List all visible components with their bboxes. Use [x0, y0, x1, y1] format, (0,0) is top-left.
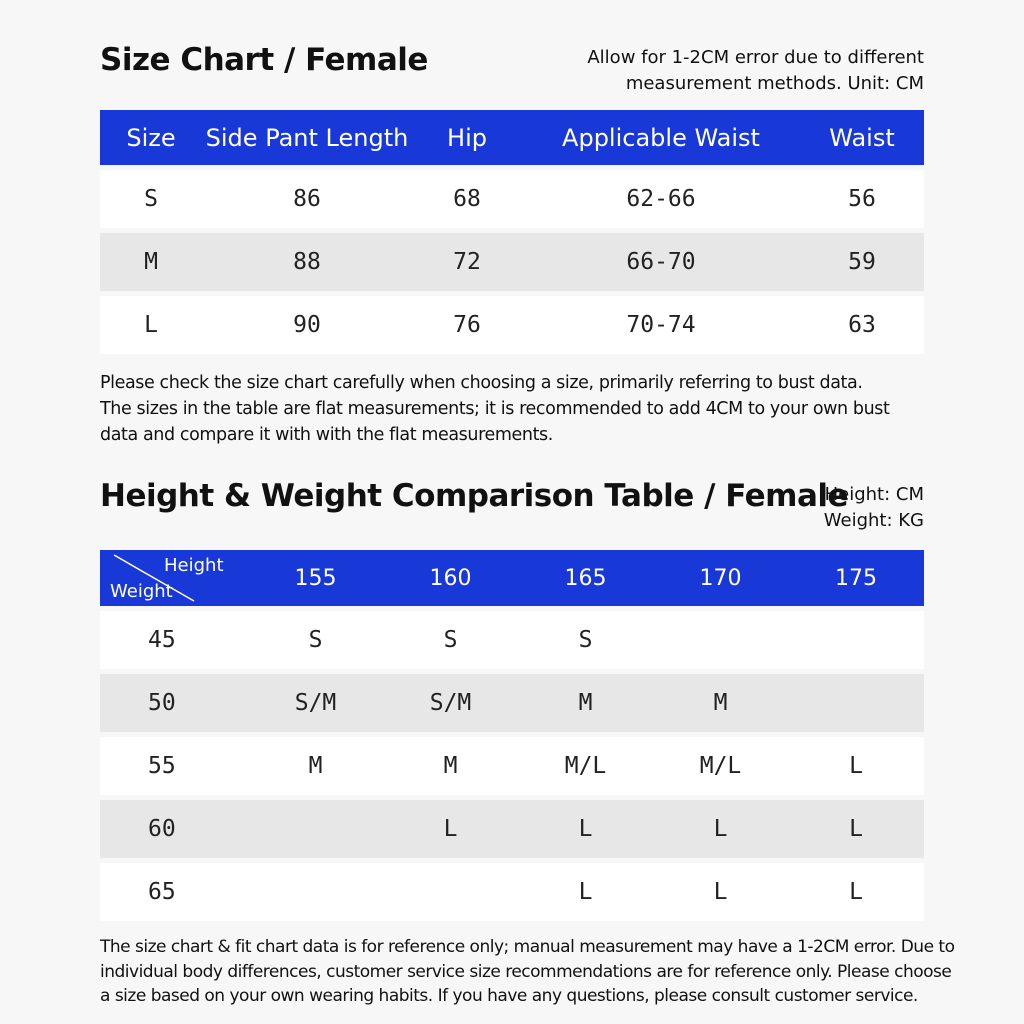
table-cell: 63 — [800, 291, 924, 354]
corner-header-cell: Height Weight — [100, 550, 248, 609]
table-row: L 90 76 70-74 63 — [100, 291, 924, 354]
table-cell: 70-74 — [522, 291, 800, 354]
table-row: 65 L L L — [100, 858, 924, 921]
height-weight-table: Height Weight 155 160 165 170 175 45 S S… — [100, 550, 924, 921]
row-header-weight: 60 — [100, 795, 248, 861]
table-cell: M/L — [653, 732, 788, 798]
table-cell: 66-70 — [522, 228, 800, 294]
table-cell: M — [383, 732, 518, 798]
table-cell — [788, 669, 924, 735]
table-cell: L — [788, 858, 924, 921]
instruction-line: The sizes in the table are flat measurem… — [100, 399, 890, 419]
table-cell: L — [518, 795, 653, 861]
unit-line: Weight: KG — [823, 510, 924, 531]
corner-weight-label: Weight — [110, 581, 173, 602]
hw-disclaimer: The size chart & fit chart data is for r… — [100, 935, 955, 1009]
size-chart-table: Size Side Pant Length Hip Applicable Wai… — [100, 110, 924, 354]
col-header-height: 165 — [518, 550, 653, 609]
table-cell: M — [653, 669, 788, 735]
disclaimer-line: a size based on your own wearing habits.… — [100, 986, 918, 1006]
table-cell: M — [100, 228, 202, 294]
instruction-line: Please check the size chart carefully wh… — [100, 373, 863, 393]
size-chart-note-line: Allow for 1-2CM error due to different — [587, 47, 924, 68]
disclaimer-line: individual body differences, customer se… — [100, 961, 952, 982]
table-cell: S — [100, 165, 202, 231]
table-cell: 86 — [202, 165, 412, 231]
col-header-height: 155 — [248, 550, 383, 609]
col-header-hip: Hip — [412, 110, 522, 168]
size-chart-header-row: Size Side Pant Length Hip Applicable Wai… — [100, 110, 924, 168]
table-cell: 76 — [412, 291, 522, 354]
col-header-size: Size — [100, 110, 202, 168]
disclaimer-line: The size chart & fit chart data is for r… — [100, 937, 955, 957]
table-cell: 90 — [202, 291, 412, 354]
table-cell: 56 — [800, 165, 924, 231]
corner-height-label: Height — [164, 555, 224, 576]
table-cell: L — [653, 858, 788, 921]
col-header-height: 160 — [383, 550, 518, 609]
hw-table-units: Height: CM Weight: KG — [824, 482, 924, 534]
table-cell: L — [100, 291, 202, 354]
size-chart-title: Size Chart / Female — [100, 42, 428, 78]
instruction-line: data and compare it with with the flat m… — [100, 425, 553, 445]
table-row: 60 L L L L — [100, 795, 924, 861]
row-header-weight: 65 — [100, 858, 248, 921]
table-row: S 86 68 62-66 56 — [100, 165, 924, 231]
table-cell: S — [248, 606, 383, 672]
hw-table-title: Height & Weight Comparison Table / Femal… — [100, 478, 849, 514]
table-cell: L — [788, 795, 924, 861]
row-header-weight: 55 — [100, 732, 248, 798]
table-row: 55 M M M/L M/L L — [100, 732, 924, 798]
table-cell: L — [653, 795, 788, 861]
table-cell: 68 — [412, 165, 522, 231]
table-cell — [788, 606, 924, 672]
table-row: 45 S S S — [100, 606, 924, 672]
table-cell — [653, 606, 788, 672]
table-row: 50 S/M S/M M M — [100, 669, 924, 735]
size-chart-note-line: measurement methods. Unit: CM — [625, 73, 924, 94]
row-header-weight: 45 — [100, 606, 248, 672]
unit-line: Height: CM — [824, 484, 924, 505]
table-cell — [383, 858, 518, 921]
table-cell: 59 — [800, 228, 924, 294]
table-cell: M/L — [518, 732, 653, 798]
table-cell: 88 — [202, 228, 412, 294]
col-header-side-pant-length: Side Pant Length — [202, 110, 412, 168]
row-header-weight: 50 — [100, 669, 248, 735]
col-header-height: 175 — [788, 550, 924, 609]
table-cell: S/M — [383, 669, 518, 735]
diagonal-divider — [113, 554, 195, 602]
table-cell: L — [383, 795, 518, 861]
table-cell: S — [383, 606, 518, 672]
size-chart-instructions: Please check the size chart carefully wh… — [100, 370, 930, 448]
col-header-applicable-waist: Applicable Waist — [522, 110, 800, 168]
table-cell — [248, 795, 383, 861]
hw-header-row: Height Weight 155 160 165 170 175 — [100, 550, 924, 609]
table-cell: L — [518, 858, 653, 921]
col-header-waist: Waist — [800, 110, 924, 168]
size-chart-note: Allow for 1-2CM error due to different m… — [587, 45, 924, 97]
table-cell: M — [248, 732, 383, 798]
table-row: M 88 72 66-70 59 — [100, 228, 924, 294]
table-cell: L — [788, 732, 924, 798]
table-cell: 72 — [412, 228, 522, 294]
table-cell — [248, 858, 383, 921]
table-cell: S/M — [248, 669, 383, 735]
table-cell: S — [518, 606, 653, 672]
table-cell: 62-66 — [522, 165, 800, 231]
col-header-height: 170 — [653, 550, 788, 609]
table-cell: M — [518, 669, 653, 735]
